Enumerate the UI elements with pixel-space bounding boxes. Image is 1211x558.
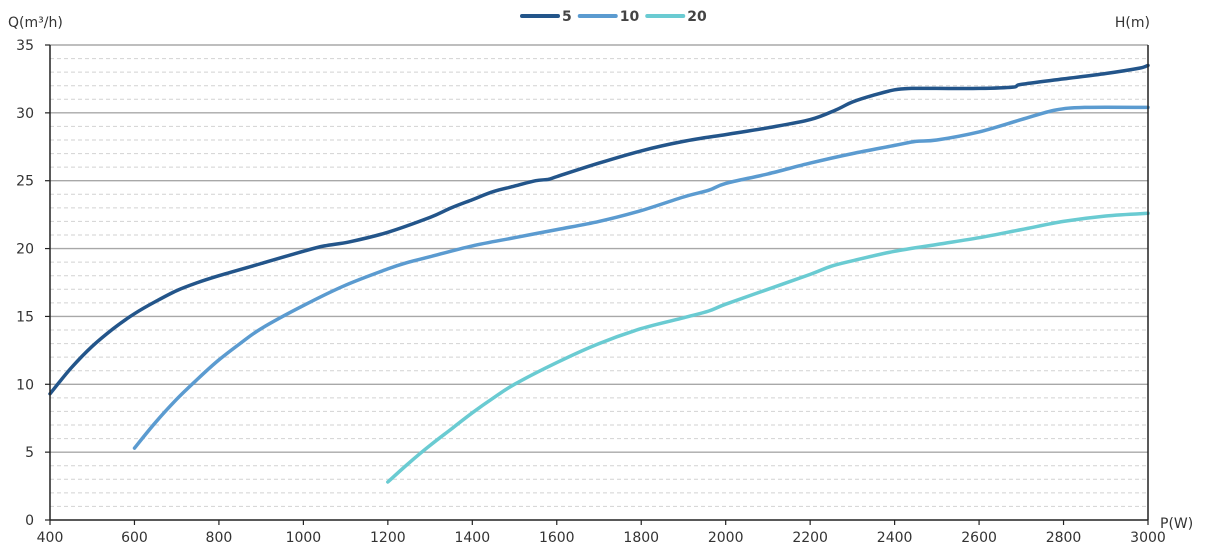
- legend-label-20: 20: [687, 9, 707, 25]
- legend-label-10: 10: [620, 9, 640, 25]
- legend-label-5: 5: [562, 9, 572, 25]
- x-tick-label: 1000: [286, 530, 322, 546]
- grid-lines: [50, 44, 1148, 507]
- x-tick-label: 400: [37, 530, 64, 546]
- x-tick-label: 2200: [792, 530, 828, 546]
- y-tick-label: 30: [16, 106, 34, 122]
- y-axis-label: Q(m³/h): [8, 15, 63, 31]
- x-axis-label: P(W): [1160, 516, 1193, 532]
- series-line-20: [386, 211, 1150, 484]
- x-tick-label: 2800: [1046, 530, 1082, 546]
- x-tick-label: 2400: [877, 530, 913, 546]
- secondary-y-axis-label: H(m): [1115, 15, 1150, 31]
- y-tick-label: 10: [16, 377, 34, 393]
- x-tick-label: 3000: [1130, 530, 1166, 546]
- x-tick-label: 2600: [961, 530, 997, 546]
- series-line-5: [48, 63, 1150, 396]
- x-tick-label: 1800: [623, 530, 659, 546]
- y-tick-label: 0: [25, 513, 34, 529]
- tick-labels: 400 600 800 1000 1200 1400 1600 1800 2000 2200 240…: [16, 38, 1166, 546]
- x-tick-label: 600: [121, 530, 148, 546]
- y-tick-label: 15: [16, 309, 34, 325]
- y-tick-label: 20: [16, 242, 34, 258]
- y-tick-label: 25: [16, 174, 34, 190]
- x-tick-label: 800: [206, 530, 233, 546]
- x-tick-label: 2000: [708, 530, 744, 546]
- y-tick-label: 35: [16, 38, 34, 54]
- x-tick-label: 1600: [539, 530, 575, 546]
- series-lines: [48, 63, 1150, 484]
- x-tick-label: 1200: [370, 530, 406, 546]
- legend: 5 10 20: [520, 9, 707, 25]
- x-tick-label: 1400: [454, 530, 490, 546]
- axes: [45, 44, 1149, 525]
- series-line-10: [132, 105, 1150, 450]
- y-tick-label: 5: [25, 445, 34, 461]
